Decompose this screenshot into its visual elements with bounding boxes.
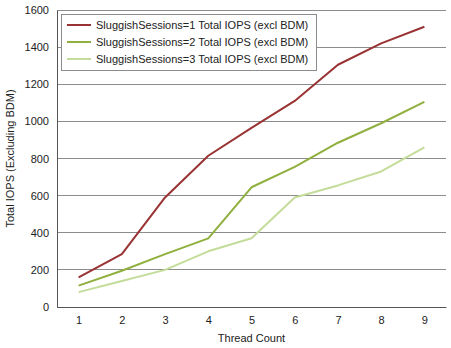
tick: 3 — [162, 314, 168, 326]
tick: 5 — [249, 314, 255, 326]
tick-label: 800 — [31, 153, 49, 165]
tick: 7 — [335, 314, 341, 326]
series-line — [79, 102, 425, 286]
tick-label: 600 — [31, 190, 49, 202]
legend-swatch — [67, 58, 91, 60]
legend-swatch — [67, 24, 91, 26]
tick-label: 1000 — [25, 115, 49, 127]
tick: 4 — [206, 314, 212, 326]
series-line — [79, 27, 425, 278]
x-axis-title: Thread Count — [218, 332, 285, 344]
legend: SluggishSessions=1 Total IOPS (excl BDM)… — [61, 14, 316, 70]
tick: 200 — [31, 264, 57, 276]
series-line — [79, 147, 425, 292]
tick-label: 1200 — [25, 78, 49, 90]
tick: 6 — [292, 314, 298, 326]
tick: 1400 — [25, 41, 57, 53]
tick-label: 0 — [43, 301, 49, 313]
grid — [57, 10, 446, 307]
legend-label: SluggishSessions=2 Total IOPS (excl BDM) — [96, 36, 308, 48]
tick-label: 200 — [31, 264, 49, 276]
legend-swatch — [67, 41, 91, 43]
tick-label: 6 — [292, 314, 298, 326]
tick: 800 — [31, 153, 57, 165]
tick-label: 1 — [76, 314, 82, 326]
tick: 1000 — [25, 115, 57, 127]
y-axis: 0 200 400 600 800 1000 1200 1400 1600 — [25, 4, 58, 313]
grid-line — [57, 158, 446, 159]
x-axis: 1 2 3 4 5 6 7 8 9 — [58, 308, 447, 326]
plot-area: 0 200 400 600 800 1000 1200 1400 1600 1 2 3 4 5 6 7 8 9 — [25, 4, 447, 326]
tick-label: 3 — [162, 314, 168, 326]
axis-line — [57, 11, 58, 308]
grid-line — [57, 269, 446, 270]
tick-label: 7 — [335, 314, 341, 326]
axis-line — [58, 307, 447, 308]
tick: 1200 — [25, 78, 57, 90]
tick: 2 — [119, 314, 125, 326]
grid-line — [57, 307, 446, 308]
tick-label: 1400 — [25, 41, 49, 53]
tick: 9 — [422, 314, 428, 326]
tick: 1600 — [25, 4, 57, 16]
tick: 600 — [31, 190, 57, 202]
tick-label: 8 — [379, 314, 385, 326]
grid-line — [57, 232, 446, 233]
chart: 0 200 400 600 800 1000 1200 1400 1600 1 2 3 4 5 6 7 8 9 Th… — [0, 0, 451, 348]
tick: 1 — [76, 314, 82, 326]
tick-label: 5 — [249, 314, 255, 326]
tick: 0 — [43, 301, 57, 313]
legend-box — [61, 14, 316, 70]
grid-line — [57, 10, 446, 11]
grid-line — [57, 84, 446, 85]
grid-line — [57, 195, 446, 196]
tick-label: 1600 — [25, 4, 49, 16]
y-axis-title: Total IOPS (Excluding BDM) — [4, 89, 16, 227]
tick: 400 — [31, 227, 57, 239]
tick-label: 4 — [206, 314, 212, 326]
tick: 8 — [379, 314, 385, 326]
legend-label: SluggishSessions=3 Total IOPS (excl BDM) — [96, 53, 308, 65]
legend-label: SluggishSessions=1 Total IOPS (excl BDM) — [96, 19, 308, 31]
tick-label: 9 — [422, 314, 428, 326]
tick-label: 2 — [119, 314, 125, 326]
tick-label: 400 — [31, 227, 49, 239]
